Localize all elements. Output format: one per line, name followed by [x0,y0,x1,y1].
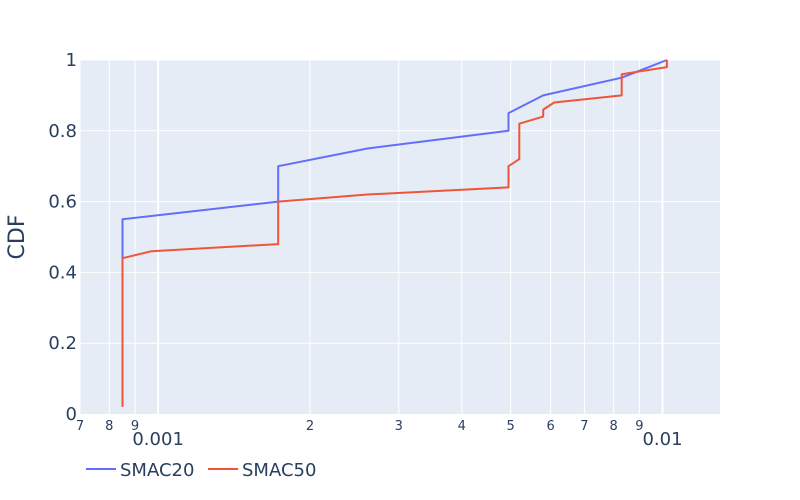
y-tick-label: 0.8 [48,121,77,142]
x-major-tick-label: 0.001 [132,429,184,450]
x-major-tick-label: 0.01 [642,429,682,450]
plot-background [80,60,720,414]
legend[interactable]: SMAC20 SMAC50 [86,460,316,481]
x-minor-tick-label: 2 [306,419,314,434]
y-axis-ticks: 0 0.2 0.4 0.6 0.8 1 [48,50,77,425]
x-minor-tick-label: 6 [546,419,554,434]
x-minor-tick-label: 9 [635,419,643,434]
x-axis-ticks: 7 8 9 2 3 4 5 6 7 8 90.001 0.01 [76,419,683,450]
x-minor-tick-label: 3 [395,419,403,434]
legend-item-smac50[interactable]: SMAC50 [208,460,316,481]
y-axis-title: CDF [5,215,30,260]
y-tick-label: 0.2 [48,333,77,354]
x-minor-tick-label: 4 [458,419,466,434]
x-minor-tick-label: 7 [76,419,84,434]
y-tick-label: 0.4 [48,262,77,283]
series-line-smac50 [121,60,668,407]
x-minor-tick-label: 8 [610,419,618,434]
y-tick-label: 0.6 [48,192,77,213]
legend-item-smac20[interactable]: SMAC20 [86,460,194,481]
legend-label: SMAC20 [120,460,194,481]
series-layer [121,59,668,407]
x-minor-tick-label: 8 [105,419,113,434]
legend-label: SMAC50 [242,460,316,481]
x-minor-tick-label: 7 [580,419,588,434]
x-minor-tick-label: 5 [507,419,515,434]
y-tick-label: 0 [66,404,77,425]
grid-lines [79,59,720,414]
y-tick-label: 1 [66,50,77,71]
x-minor-tick-label: 9 [131,419,139,434]
series-line-smac20 [121,59,668,397]
